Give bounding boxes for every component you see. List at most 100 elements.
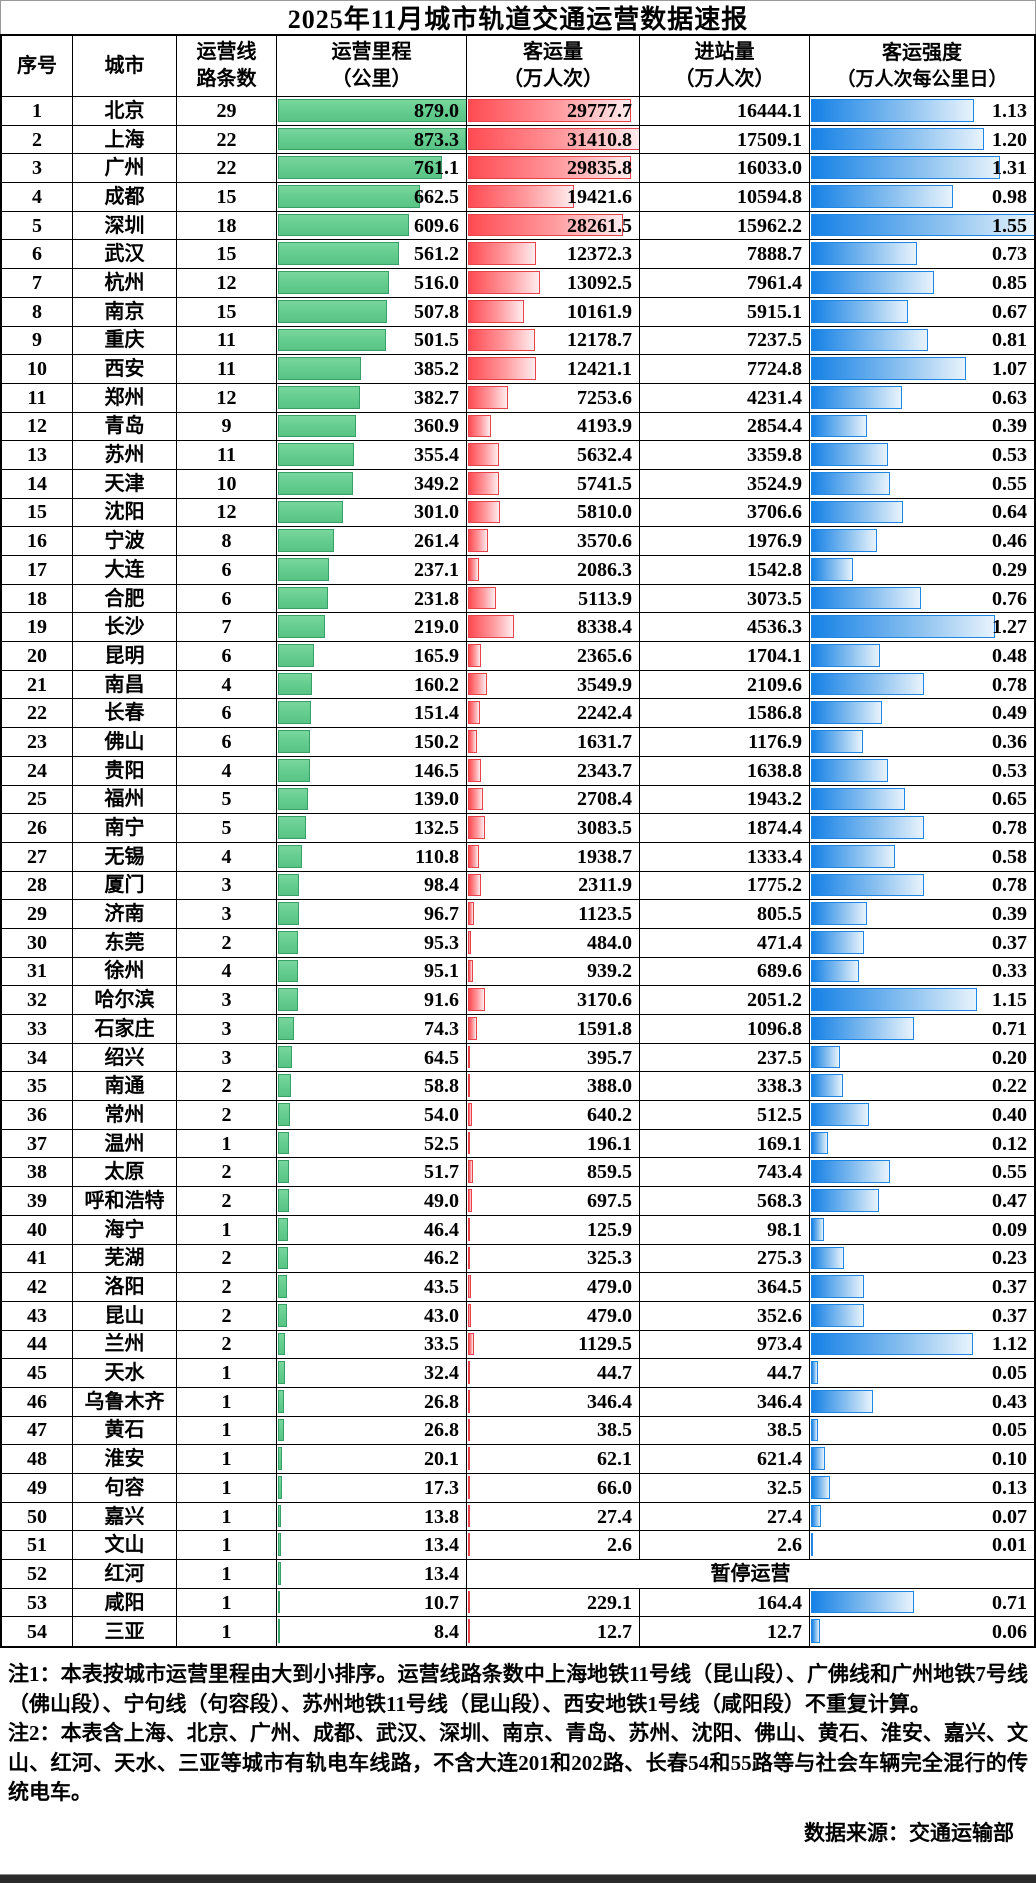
cell-entries: 2051.2 xyxy=(640,986,810,1015)
cell-city: 长春 xyxy=(73,699,177,729)
cell-index: 15 xyxy=(2,498,73,528)
cell-lines: 6 xyxy=(177,699,277,729)
cell-intensity: 0.40 xyxy=(810,1101,1034,1130)
cell-entries: 164.4 xyxy=(640,1588,810,1618)
cell-city: 文山 xyxy=(73,1531,177,1561)
cell-entries: 352.6 xyxy=(640,1301,810,1331)
note1-text: 注1：本表按城市运营里程由大到小排序。运营线路条数中上海地铁11号线（昆山段）、… xyxy=(8,1662,1028,1716)
mileage-bar xyxy=(278,558,329,581)
cell-entries: 16033.0 xyxy=(640,154,810,184)
footnotes: 注1：本表按城市运营里程由大到小排序。运营线路条数中上海地铁11号线（昆山段）、… xyxy=(0,1648,1036,1808)
intensity-bar xyxy=(811,558,853,581)
cell-entries: 3359.8 xyxy=(640,441,810,470)
cell-mileage: 662.5 xyxy=(277,183,467,212)
cell-passengers: 27.4 xyxy=(467,1502,640,1532)
cell-lines: 12 xyxy=(177,498,277,528)
cell-index: 51 xyxy=(2,1531,73,1561)
cell-intensity: 0.76 xyxy=(810,585,1034,614)
passengers-bar xyxy=(468,414,491,438)
cell-intensity: 1.31 xyxy=(810,154,1034,184)
passengers-bar xyxy=(468,242,536,266)
cell-passengers: 325.3 xyxy=(467,1244,640,1274)
intensity-bar xyxy=(811,873,924,897)
intensity-bar xyxy=(811,500,904,524)
table-row: 27 无锡 4 110.8 1938.7 1333.4 0.58 xyxy=(2,842,1034,872)
cell-index: 13 xyxy=(2,441,73,470)
cell-passengers: 388.0 xyxy=(467,1072,640,1102)
cell-city: 温州 xyxy=(73,1129,177,1159)
cell-passengers: 19421.6 xyxy=(467,183,640,212)
cell-lines: 1 xyxy=(177,1445,277,1474)
table-row: 23 佛山 6 150.2 1631.7 1176.9 0.36 xyxy=(2,728,1034,757)
passengers-bar xyxy=(468,873,481,897)
passengers-bar xyxy=(468,271,540,294)
cell-city: 东莞 xyxy=(73,928,177,958)
cell-city: 佛山 xyxy=(73,728,177,757)
cell-lines: 6 xyxy=(177,728,277,757)
cell-intensity: 0.53 xyxy=(810,441,1034,470)
table-row: 16 宁波 8 261.4 3570.6 1976.9 0.46 xyxy=(2,527,1034,556)
mileage-bar xyxy=(278,902,299,925)
table-row: 15 沈阳 12 301.0 5810.0 3706.6 0.64 xyxy=(2,498,1034,528)
table-row: 10 西安 11 385.2 12421.1 7724.8 1.07 xyxy=(2,355,1034,384)
intensity-bar xyxy=(811,1189,879,1212)
cell-entries: 237.5 xyxy=(640,1043,810,1073)
cell-mileage: 873.3 xyxy=(277,125,467,155)
intensity-bar xyxy=(811,930,865,954)
cell-entries: 3073.5 xyxy=(640,584,810,614)
intensity-bar xyxy=(811,1045,840,1069)
cell-intensity: 0.78 xyxy=(810,814,1034,843)
mileage-bar xyxy=(278,1103,290,1126)
table-row: 52 红河 1 13.4 暂停运营 xyxy=(2,1560,1034,1589)
intensity-bar xyxy=(811,1389,874,1413)
mileage-bar xyxy=(278,615,326,639)
cell-intensity: 0.78 xyxy=(810,671,1034,700)
cell-intensity: 0.22 xyxy=(810,1072,1034,1102)
table-row: 49 句容 1 17.3 66.0 32.5 0.13 xyxy=(2,1474,1034,1503)
report-title: 2025年11月城市轨道交通运营数据速报 xyxy=(0,0,1036,34)
cell-mileage: 146.5 xyxy=(277,756,467,786)
passengers-bar xyxy=(468,730,477,753)
cell-lines: 1 xyxy=(177,1387,277,1417)
cell-index: 50 xyxy=(2,1502,73,1532)
cell-entries: 2.6 xyxy=(640,1531,810,1561)
table-header-row: 序号 城市 运营线 路条数 运营里程 （公里） 客运量 （万人次） 进站量 （万人次） … xyxy=(2,36,1034,97)
intensity-bar xyxy=(811,1447,826,1470)
cell-passengers: 859.5 xyxy=(467,1158,640,1188)
cell-passengers: 1129.5 xyxy=(467,1330,640,1360)
cell-lines: 4 xyxy=(177,842,277,872)
cell-lines: 1 xyxy=(177,1416,277,1446)
cell-entries: 1176.9 xyxy=(640,728,810,757)
passengers-bar xyxy=(468,816,485,839)
cell-intensity: 0.98 xyxy=(810,183,1034,212)
mileage-bar xyxy=(278,500,343,524)
mileage-bar xyxy=(278,1303,288,1327)
passengers-bar xyxy=(468,1103,472,1126)
cell-index: 30 xyxy=(2,928,73,958)
table-row: 7 杭州 12 516.0 13092.5 7961.4 0.85 xyxy=(2,269,1034,298)
cell-intensity: 0.58 xyxy=(810,843,1034,872)
table-row: 51 文山 1 13.4 2.6 2.6 0.01 xyxy=(2,1531,1034,1561)
cell-mileage: 231.8 xyxy=(277,584,467,614)
cell-passengers: 10161.9 xyxy=(467,297,640,327)
passengers-bar xyxy=(468,99,632,122)
cell-intensity: 0.36 xyxy=(810,728,1034,757)
passengers-bar xyxy=(468,156,632,180)
cell-index: 41 xyxy=(2,1244,73,1274)
cell-city: 青岛 xyxy=(73,412,177,442)
mileage-bar xyxy=(278,1389,284,1413)
cell-city: 苏州 xyxy=(73,441,177,470)
cell-mileage: 507.8 xyxy=(277,297,467,327)
passengers-bar xyxy=(468,1303,471,1327)
cell-mileage: 501.5 xyxy=(277,326,467,356)
table-row: 30 东莞 2 95.3 484.0 471.4 0.37 xyxy=(2,928,1034,958)
cell-index: 17 xyxy=(2,556,73,585)
cell-entries: 973.4 xyxy=(640,1330,810,1360)
table-row: 36 常州 2 54.0 640.2 512.5 0.40 xyxy=(2,1101,1034,1130)
cell-lines: 5 xyxy=(177,785,277,815)
mileage-bar xyxy=(278,471,354,495)
mileage-bar xyxy=(278,99,466,122)
cell-lines: 2 xyxy=(177,1072,277,1102)
cell-entries: 1638.8 xyxy=(640,756,810,786)
intensity-bar xyxy=(811,1418,819,1442)
